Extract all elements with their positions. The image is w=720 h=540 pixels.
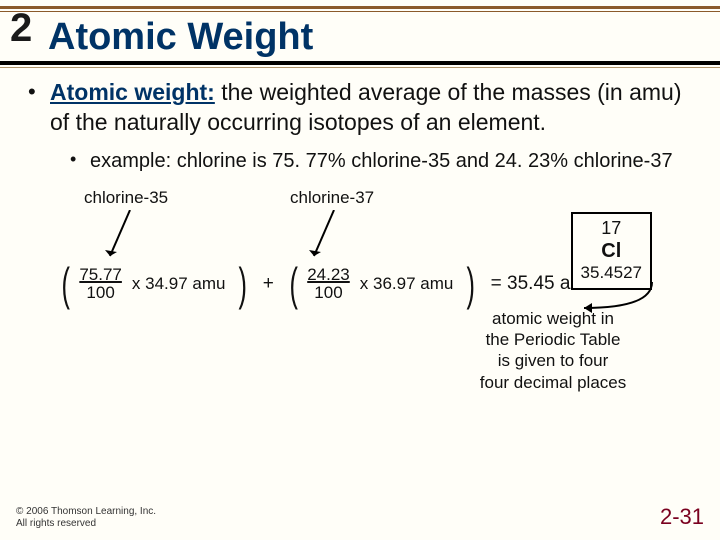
caption-line: atomic weight in	[448, 308, 658, 329]
equation: ( 75.77 100 x 34.97 amu ) + ( 24.23 100 …	[58, 266, 597, 303]
copyright-line: All rights reserved	[16, 518, 156, 530]
multiply-text: x 36.97 amu	[360, 274, 454, 294]
paren-icon: (	[61, 266, 69, 303]
bullet-sub-text: example: chlorine is 75. 77% chlorine-35…	[90, 148, 692, 174]
fraction-1: 75.77 100	[79, 266, 122, 302]
caption-line: four decimal places	[448, 372, 658, 393]
figure-caption: atomic weight in the Periodic Table is g…	[448, 308, 658, 393]
paren-icon: )	[467, 266, 475, 303]
bullet-main: • Atomic weight: the weighted average of…	[28, 78, 692, 138]
frac-den: 100	[86, 284, 114, 302]
arrow-icon	[308, 210, 348, 268]
multiply-text: x 34.97 amu	[132, 274, 226, 294]
copyright-text: © 2006 Thomson Learning, Inc. All rights…	[16, 506, 156, 530]
slide-header: 2 Atomic Weight	[0, 12, 720, 61]
caption-line: is given to four	[448, 350, 658, 371]
frac-num: 24.23	[307, 266, 350, 284]
caption-line: the Periodic Table	[448, 329, 658, 350]
chapter-number: 2	[10, 6, 32, 51]
plus-sign: +	[263, 273, 274, 295]
frac-num: 75.77	[79, 266, 122, 284]
periodic-table-cell: 17 Cl 35.4527	[571, 212, 652, 290]
top-rule-group	[0, 0, 720, 12]
copyright-line: © 2006 Thomson Learning, Inc.	[16, 506, 156, 518]
bullet-sub: • example: chlorine is 75. 77% chlorine-…	[28, 148, 692, 174]
frac-den: 100	[314, 284, 342, 302]
fraction-2: 24.23 100	[307, 266, 350, 302]
mass-2: 36.97 amu	[373, 274, 453, 293]
pt-symbol: Cl	[581, 239, 642, 263]
mass-1: 34.97 amu	[145, 274, 225, 293]
rule-thick	[0, 6, 720, 9]
title-rule-dark	[0, 61, 720, 65]
bullet-main-text: Atomic weight: the weighted average of t…	[50, 78, 692, 138]
definition-term: Atomic weight:	[50, 79, 215, 105]
paren-icon: )	[239, 266, 247, 303]
label-chlorine-37: chlorine-37	[290, 188, 374, 208]
equation-figure: chlorine-35 chlorine-37 ( 75.77 100 x 34…	[28, 188, 692, 398]
paren-icon: (	[289, 266, 297, 303]
slide-footer: © 2006 Thomson Learning, Inc. All rights…	[16, 504, 704, 530]
label-chlorine-35: chlorine-35	[84, 188, 168, 208]
bullet-dot: •	[70, 148, 90, 174]
page-number: 2-31	[660, 504, 704, 530]
pt-atomic-number: 17	[581, 218, 642, 240]
bullet-dot: •	[28, 78, 50, 138]
arrow-icon	[104, 210, 144, 268]
page-title: Atomic Weight	[48, 16, 313, 58]
content-area: • Atomic weight: the weighted average of…	[0, 68, 720, 398]
